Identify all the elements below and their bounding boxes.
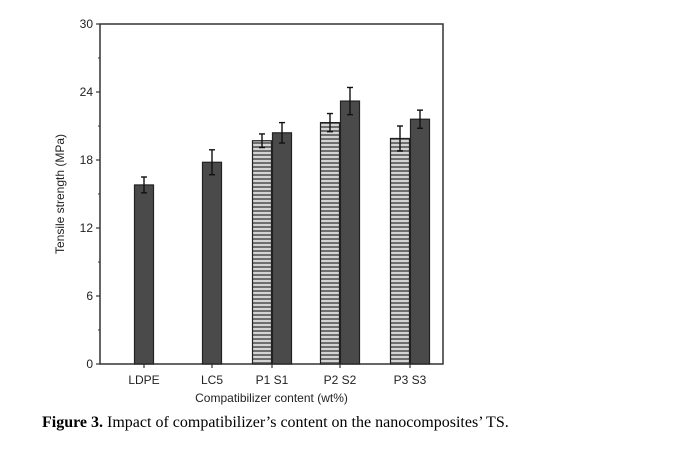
figure-caption-label: Figure 3. — [42, 414, 104, 431]
y-axis: 0 6 12 18 24 30 — [80, 17, 100, 371]
bar-chart: 0 6 12 18 24 30 LDPE LC5 P1 S1 P2 S2 P3 S3 Tensil… — [53, 17, 444, 405]
bar-3-0 — [319, 121, 341, 365]
x-axis-labels: LDPE LC5 P1 S1 P2 S2 P3 S3 — [128, 364, 427, 387]
bar-4-0 — [389, 137, 411, 365]
bar-0-0 — [133, 184, 155, 365]
bars — [133, 86, 431, 365]
y-axis-title: Tensile strength (MPa) — [53, 134, 67, 254]
y-tick-label-3: 18 — [80, 153, 94, 167]
x-tick-label-4: P3 S3 — [394, 373, 427, 387]
bar-2-1 — [271, 132, 293, 365]
x-tick-label-2: P1 S1 — [256, 373, 289, 387]
y-tick-label-5: 30 — [80, 17, 94, 31]
y-tick-label-0: 0 — [86, 357, 93, 371]
bar-3-1 — [339, 100, 361, 365]
y-tick-label-2: 12 — [80, 221, 94, 235]
bar-2-0 — [251, 140, 273, 365]
x-axis-title: Compatibilizer content (wt%) — [195, 391, 348, 405]
x-tick-label-1: LC5 — [201, 373, 223, 387]
x-tick-label-0: LDPE — [128, 373, 159, 387]
y-tick-label-4: 24 — [80, 85, 94, 99]
y-tick-label-1: 6 — [86, 289, 93, 303]
figure-caption-text: Impact of compatibilizer’s content on th… — [103, 414, 509, 431]
x-tick-label-3: P2 S2 — [324, 373, 357, 387]
figure-caption: Figure 3. Impact of compatibilizer’s con… — [42, 414, 509, 432]
bar-4-1 — [409, 118, 431, 365]
bar-1-0 — [201, 161, 223, 365]
